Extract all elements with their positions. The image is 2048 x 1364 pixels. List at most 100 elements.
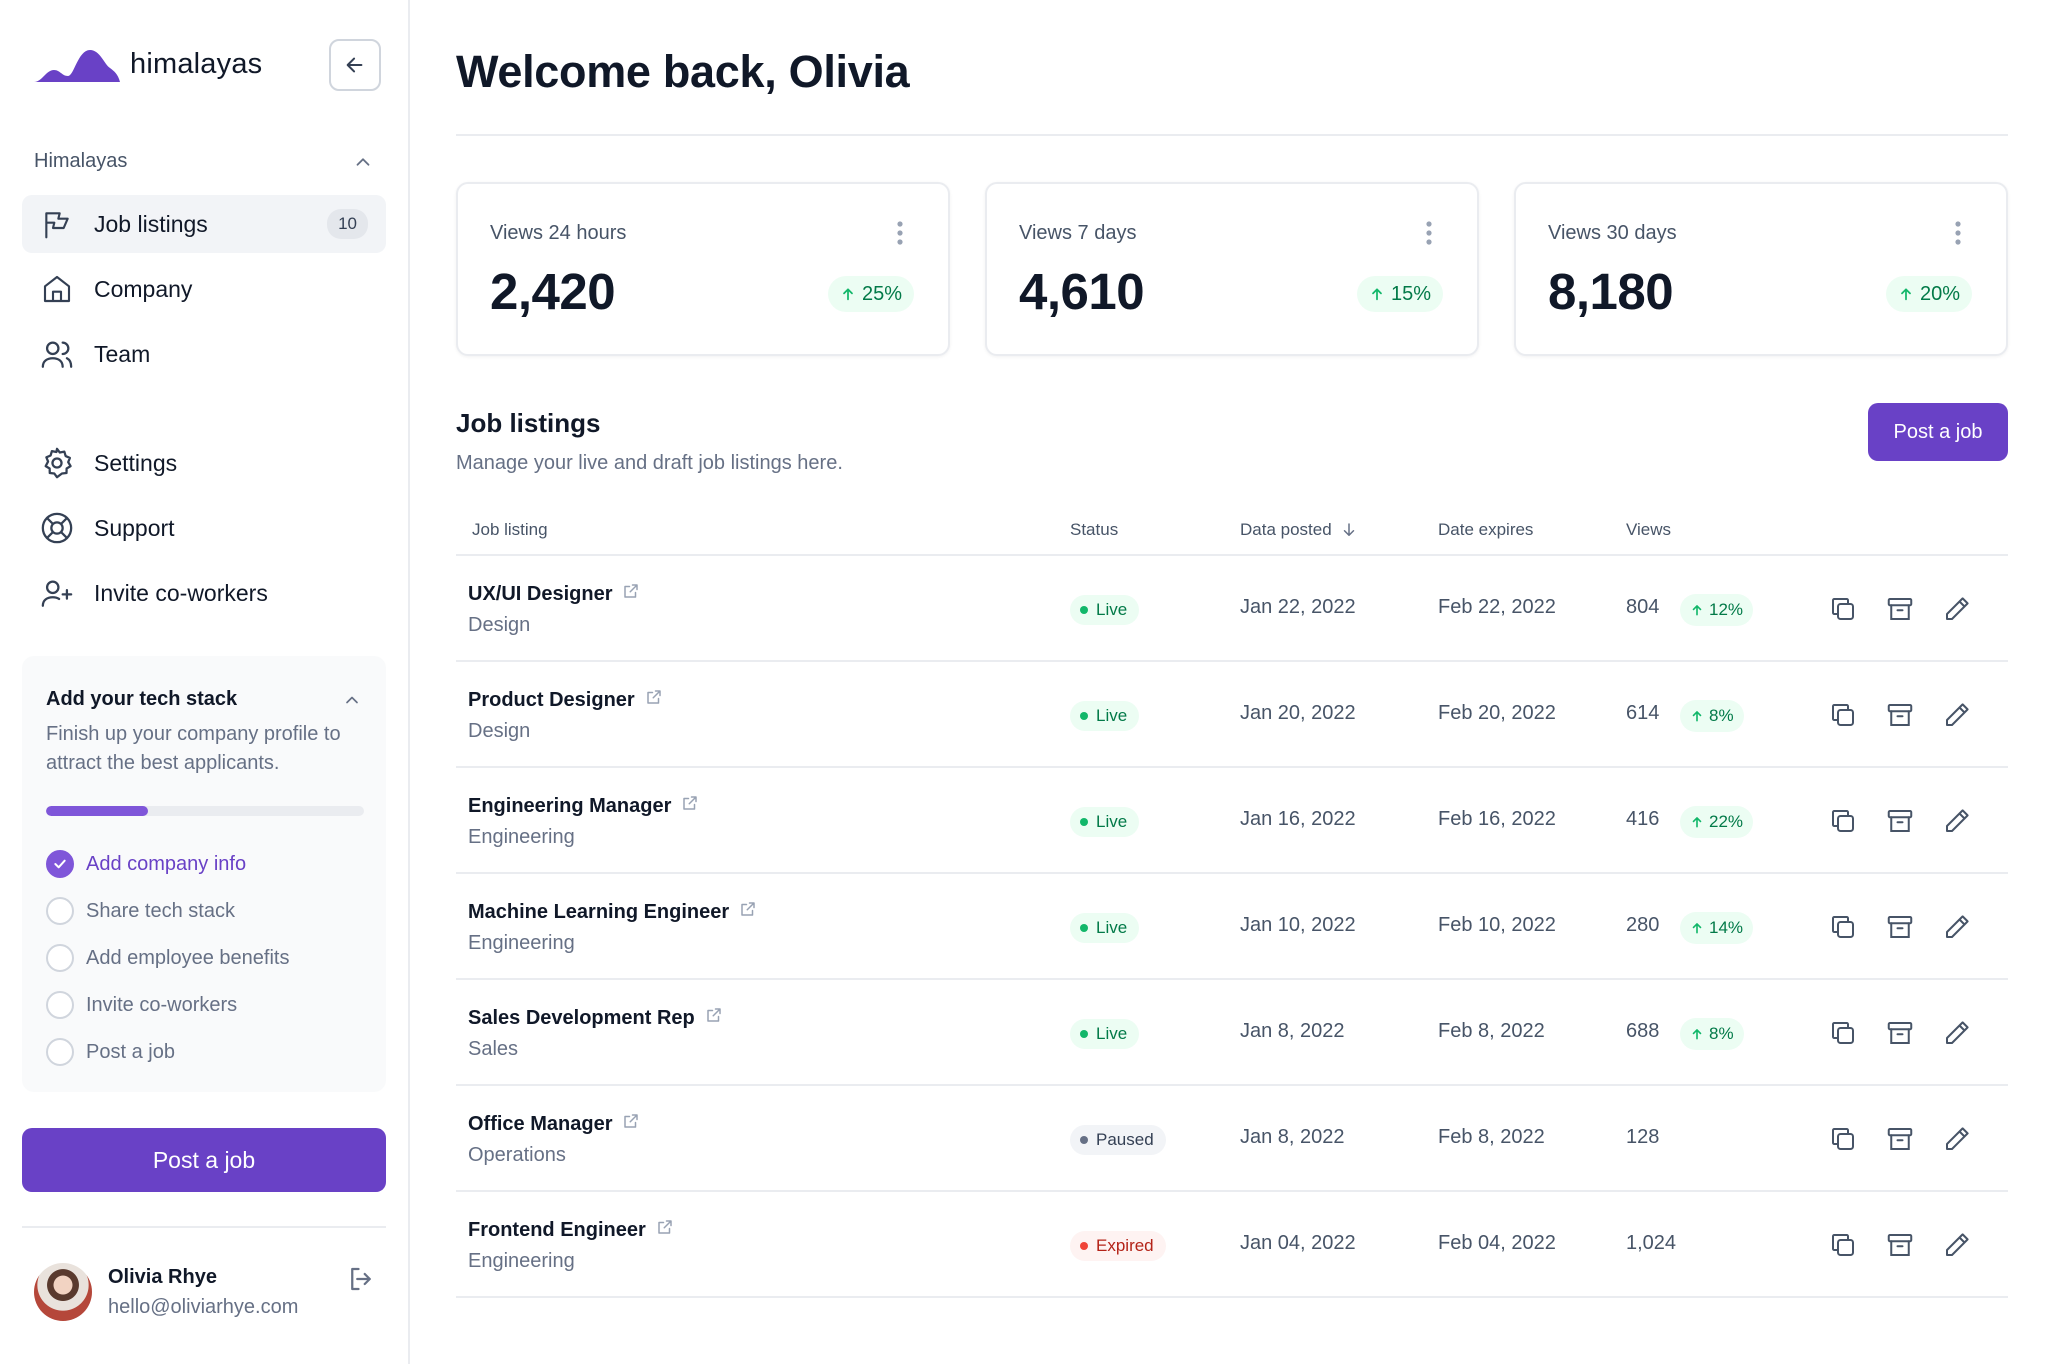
status-dot-icon	[1080, 606, 1088, 614]
post-job-button[interactable]: Post a job	[1868, 403, 2008, 461]
views-count: 280	[1626, 914, 1660, 936]
stat-value: 2,420	[490, 263, 616, 320]
edit-pencil-icon[interactable]	[1940, 1016, 1974, 1050]
more-vertical-icon[interactable]	[1954, 220, 1962, 251]
copy-icon[interactable]	[1826, 910, 1860, 944]
chevron-up-icon[interactable]	[342, 690, 362, 715]
sidebar-item-invite-coworkers[interactable]: Invite co-workers	[22, 564, 386, 622]
copy-icon[interactable]	[1826, 698, 1860, 732]
external-link-icon[interactable]	[739, 900, 757, 924]
trend-badge: 15%	[1356, 276, 1443, 312]
edit-pencil-icon[interactable]	[1940, 1228, 1974, 1262]
logout-icon[interactable]	[346, 1264, 376, 1299]
sidebar-item-team[interactable]: Team	[22, 325, 386, 383]
stat-card-7d: Views 7 days 4,610 15%	[985, 182, 1479, 356]
edit-pencil-icon[interactable]	[1940, 1122, 1974, 1156]
column-label: Date expires	[1438, 520, 1534, 539]
copy-icon[interactable]	[1826, 1016, 1860, 1050]
copy-icon[interactable]	[1826, 592, 1860, 626]
checklist-item-share-tech-stack[interactable]: Share tech stack	[46, 897, 235, 925]
archive-icon[interactable]	[1883, 1228, 1917, 1262]
copy-icon[interactable]	[1826, 804, 1860, 838]
edit-pencil-icon[interactable]	[1940, 910, 1974, 944]
table-row[interactable]: Office Manager Operations Paused Jan 8, 202…	[456, 1088, 2008, 1192]
empty-circle-icon	[46, 1038, 74, 1066]
stat-label: Views 7 days	[1019, 222, 1137, 244]
status-badge: Live	[1070, 701, 1140, 731]
more-vertical-icon[interactable]	[896, 220, 904, 251]
edit-pencil-icon[interactable]	[1940, 592, 1974, 626]
date-posted: Jan 10, 2022	[1240, 914, 1356, 936]
column-header-posted[interactable]: Data posted	[1240, 520, 1358, 540]
job-title[interactable]: Frontend Engineer	[468, 1218, 674, 1242]
external-link-icon[interactable]	[622, 1112, 640, 1136]
job-title[interactable]: Office Manager	[468, 1112, 640, 1136]
checklist-item-invite-coworkers[interactable]: Invite co-workers	[46, 991, 237, 1019]
job-title[interactable]: Engineering Manager	[468, 794, 699, 818]
table-row[interactable]: Product Designer Design Live Jan 20, 2022 Fe…	[456, 664, 2008, 768]
brand-logo[interactable]: himalayas	[34, 44, 262, 84]
collapse-sidebar-button[interactable]	[329, 39, 381, 91]
workspace-section-header[interactable]: Himalayas	[34, 150, 374, 173]
table-row[interactable]: Sales Development Rep Sales Live Jan 8, 202…	[456, 982, 2008, 1086]
sidebar-item-label: Settings	[94, 449, 178, 476]
sidebar-item-label: Team	[94, 340, 151, 367]
sidebar-item-company[interactable]: Company	[22, 260, 386, 318]
column-header-expires[interactable]: Date expires	[1438, 520, 1533, 540]
sidebar-item-support[interactable]: Support	[22, 499, 386, 557]
external-link-icon[interactable]	[705, 1006, 723, 1030]
archive-icon[interactable]	[1883, 698, 1917, 732]
job-title[interactable]: Sales Development Rep	[468, 1006, 723, 1030]
job-count-badge: 10	[327, 209, 368, 239]
archive-icon[interactable]	[1883, 592, 1917, 626]
status-badge: Live	[1070, 913, 1140, 943]
views-count: 1,024	[1626, 1232, 1677, 1254]
avatar[interactable]	[34, 1263, 92, 1321]
archive-icon[interactable]	[1883, 1016, 1917, 1050]
column-header-listing[interactable]: Job listing	[472, 520, 548, 540]
job-title-text: Engineering Manager	[468, 794, 672, 817]
job-title[interactable]: Product Designer	[468, 688, 663, 712]
trend-value: 14%	[1709, 918, 1744, 937]
edit-pencil-icon[interactable]	[1940, 804, 1974, 838]
status-badge: Paused	[1070, 1125, 1166, 1155]
job-department: Engineering	[468, 826, 575, 848]
job-title[interactable]: UX/UI Designer	[468, 582, 640, 606]
external-link-icon[interactable]	[622, 582, 640, 606]
stat-value: 4,610	[1019, 263, 1145, 320]
external-link-icon[interactable]	[656, 1218, 674, 1242]
copy-icon[interactable]	[1826, 1122, 1860, 1156]
archive-icon[interactable]	[1883, 1122, 1917, 1156]
external-link-icon[interactable]	[645, 688, 663, 712]
checklist-item-add-employee-benefits[interactable]: Add employee benefits	[46, 944, 289, 972]
table-row[interactable]: Machine Learning Engineer Engineering Live…	[456, 876, 2008, 980]
column-header-status[interactable]: Status	[1070, 520, 1118, 540]
edit-pencil-icon[interactable]	[1940, 698, 1974, 732]
archive-icon[interactable]	[1883, 804, 1917, 838]
sidebar-item-label: Job listings	[94, 210, 208, 237]
trend-badge: 25%	[827, 276, 914, 312]
status-text: Live	[1096, 600, 1128, 619]
external-link-icon[interactable]	[681, 794, 699, 818]
table-row[interactable]: Engineering Manager Engineering Live Jan 16…	[456, 770, 2008, 874]
job-title-text: Sales Development Rep	[468, 1006, 695, 1029]
views-trend-badge: 12%	[1680, 594, 1754, 626]
empty-circle-icon	[46, 991, 74, 1019]
sidebar-item-job-listings[interactable]: Job listings 10	[22, 195, 386, 253]
more-vertical-icon[interactable]	[1425, 220, 1433, 251]
checklist-item-add-company-info[interactable]: Add company info	[46, 850, 246, 878]
arrow-up-icon	[1692, 923, 1702, 934]
sidebar-post-job-button[interactable]: Post a job	[22, 1128, 386, 1192]
chevron-up-icon	[356, 157, 370, 166]
copy-icon[interactable]	[1826, 1228, 1860, 1262]
column-header-views[interactable]: Views	[1626, 520, 1671, 540]
table-row[interactable]: UX/UI Designer Design Live Jan 22, 2022 Feb …	[456, 558, 2008, 662]
table-row[interactable]: Frontend Engineer Engineering Expired Jan 0…	[456, 1194, 2008, 1298]
arrow-up-icon	[1692, 605, 1702, 616]
brand-name: himalayas	[130, 47, 263, 80]
checklist-item-post-a-job[interactable]: Post a job	[46, 1038, 175, 1066]
column-label: Status	[1070, 520, 1119, 539]
sidebar-item-settings[interactable]: Settings	[22, 434, 386, 492]
archive-icon[interactable]	[1883, 910, 1917, 944]
job-title[interactable]: Machine Learning Engineer	[468, 900, 757, 924]
